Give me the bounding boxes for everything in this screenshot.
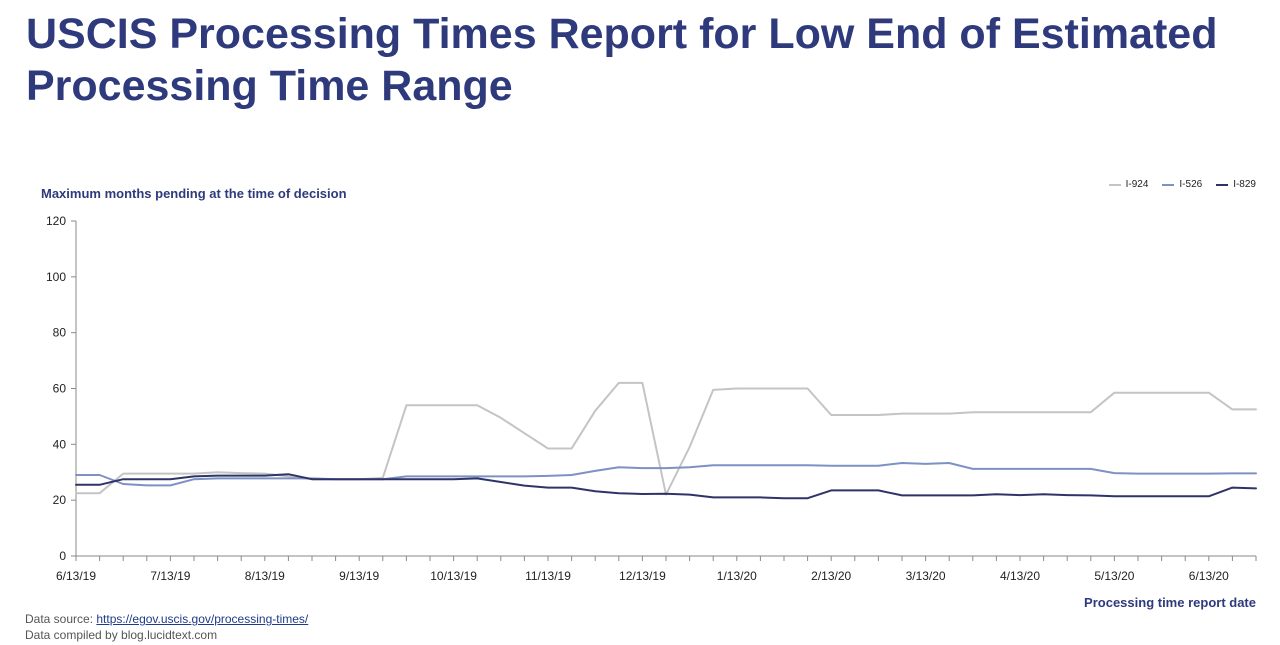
legend-swatch-i829 [1216,183,1229,186]
data-source-link[interactable]: https://egov.uscis.gov/processing-times/ [96,612,309,626]
x-axis-title: Processing time report date [1084,595,1256,610]
data-source-note: Data source: https://egov.uscis.gov/proc… [25,612,308,626]
chart-axes: 0 20 40 60 80 100 120 6/13/19 7/13/19 8/13/19 9/13… [46,214,1257,583]
y-tick-label: 80 [53,326,67,340]
legend-label-i924: I-924 [1125,179,1149,190]
y-axis-title: Maximum months pending at the time of de… [41,186,347,201]
data-compiled-note: Data compiled by blog.lucidtext.com [25,628,218,642]
series-line-i526 [75,462,1257,487]
y-tick-label: 100 [46,270,66,284]
chart-series [75,381,1257,500]
x-tick-label: 3/13/20 [906,569,946,583]
y-tick-label: 0 [59,549,66,563]
x-tick-label: 5/13/20 [1094,569,1134,583]
x-tick-label: 2/13/20 [811,569,851,583]
x-tick-label: 6/13/19 [56,569,96,583]
x-tick-label: 4/13/20 [1000,569,1040,583]
x-tick-label: 11/13/19 [525,569,571,583]
y-tick-label: 40 [53,437,67,451]
series-line-i829 [75,473,1257,500]
legend-item-i526: I-526 [1162,179,1202,190]
chart-legend: I-924 I-526 I-829 [1108,179,1256,190]
data-source-prefix: Data source: [25,612,97,626]
y-tick-label: 120 [46,214,66,228]
legend-item-i924: I-924 [1108,179,1149,190]
x-tick-label: 6/13/20 [1189,569,1229,583]
x-tick-label: 12/13/19 [619,569,666,583]
page-title: USCIS Processing Times Report for Low En… [26,10,1218,110]
y-tick-label: 20 [53,493,67,507]
legend-item-i829: I-829 [1216,179,1256,190]
y-tick-label: 60 [53,382,67,396]
x-tick-label: 7/13/19 [150,569,190,583]
legend-swatch-i924 [1108,183,1121,186]
legend-label-i526: I-526 [1179,179,1203,190]
legend-swatch-i526 [1162,183,1175,186]
x-tick-label: 1/13/20 [717,569,757,583]
legend-label-i829: I-829 [1233,179,1256,190]
x-tick-label: 10/13/19 [430,569,477,583]
x-tick-label: 8/13/19 [245,569,285,583]
x-tick-label: 9/13/19 [339,569,379,583]
